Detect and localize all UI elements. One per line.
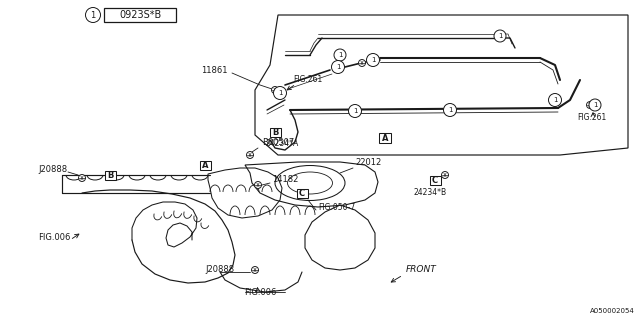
FancyBboxPatch shape: [296, 188, 307, 197]
FancyBboxPatch shape: [269, 127, 280, 137]
Text: 1: 1: [338, 52, 342, 58]
Circle shape: [271, 86, 278, 93]
Text: B: B: [107, 171, 113, 180]
FancyBboxPatch shape: [104, 171, 115, 180]
Text: 0923S*B: 0923S*B: [119, 10, 161, 20]
Circle shape: [246, 151, 253, 158]
Text: 1: 1: [90, 11, 95, 20]
Circle shape: [586, 101, 593, 108]
Circle shape: [334, 49, 346, 61]
Polygon shape: [255, 15, 628, 155]
Text: 1: 1: [278, 90, 282, 96]
Text: A: A: [381, 133, 388, 142]
Text: 1: 1: [593, 102, 597, 108]
FancyBboxPatch shape: [104, 8, 176, 22]
FancyBboxPatch shape: [379, 133, 391, 143]
Text: FIG.261: FIG.261: [293, 75, 323, 84]
Text: C: C: [432, 175, 438, 185]
Circle shape: [349, 105, 362, 117]
Text: J20888: J20888: [205, 265, 234, 274]
Text: 1: 1: [498, 33, 502, 39]
Text: 11861: 11861: [202, 66, 228, 75]
Text: B00507: B00507: [262, 138, 294, 147]
Circle shape: [367, 53, 380, 67]
Text: FIG.261: FIG.261: [577, 113, 607, 122]
FancyBboxPatch shape: [429, 175, 440, 185]
Text: FIG.006: FIG.006: [244, 288, 276, 297]
Circle shape: [252, 267, 259, 274]
Text: 14182: 14182: [272, 175, 298, 184]
Text: FIG.006: FIG.006: [38, 233, 70, 242]
Text: 1: 1: [336, 64, 340, 70]
Text: 24234*A: 24234*A: [265, 139, 298, 148]
Circle shape: [494, 30, 506, 42]
Circle shape: [332, 60, 344, 74]
Circle shape: [589, 99, 601, 111]
Text: FRONT: FRONT: [406, 265, 436, 274]
Text: J20888: J20888: [38, 165, 67, 174]
Text: B: B: [272, 127, 278, 137]
Text: C: C: [299, 188, 305, 197]
Circle shape: [255, 181, 262, 188]
Text: A: A: [202, 161, 208, 170]
Circle shape: [358, 60, 365, 67]
Text: 1: 1: [448, 107, 452, 113]
Circle shape: [86, 7, 100, 22]
Circle shape: [444, 103, 456, 116]
Text: A050002054: A050002054: [590, 308, 635, 314]
Text: 24234*B: 24234*B: [413, 188, 447, 197]
Circle shape: [273, 86, 287, 100]
FancyBboxPatch shape: [200, 161, 211, 170]
Text: 1: 1: [553, 97, 557, 103]
Text: FIG.050-7: FIG.050-7: [318, 203, 355, 212]
Text: 1: 1: [371, 57, 375, 63]
Text: 1: 1: [353, 108, 357, 114]
Circle shape: [79, 174, 86, 181]
Circle shape: [442, 172, 449, 179]
Circle shape: [548, 93, 561, 107]
Text: 22012: 22012: [355, 158, 381, 167]
